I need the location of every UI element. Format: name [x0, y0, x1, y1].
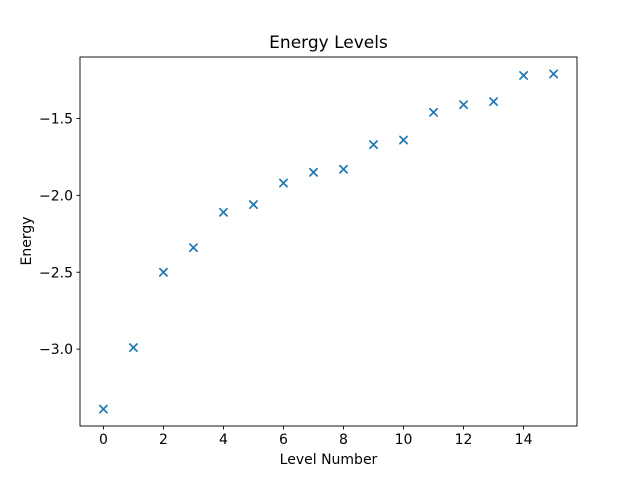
data-point-marker [279, 178, 288, 188]
y-tick-label: −2.5 [39, 265, 73, 281]
x-tick-label: 6 [279, 432, 288, 448]
data-point-marker [489, 97, 499, 107]
x-tick-label: 14 [515, 432, 533, 448]
x-tick-label: 2 [159, 432, 168, 448]
data-point-marker [158, 267, 168, 277]
data-point-marker [128, 343, 138, 353]
x-tick-label: 12 [455, 432, 473, 448]
data-point-marker [249, 200, 258, 210]
x-tick-label: 4 [219, 432, 228, 448]
chart-title: Energy Levels [269, 33, 388, 53]
y-tick-label: −2.0 [39, 188, 73, 204]
data-point-marker [519, 71, 529, 80]
data-point-marker [369, 140, 378, 150]
x-tick-label: 0 [99, 432, 108, 448]
y-axis-label: Energy [19, 216, 35, 266]
x-tick-label: 8 [339, 432, 348, 448]
data-point-marker [339, 164, 348, 174]
y-tick-label: −1.5 [39, 112, 73, 128]
plot-frame [79, 56, 578, 427]
data-point-marker [188, 243, 198, 253]
y-tick-label: −3.0 [39, 342, 73, 358]
x-tick-label: 10 [395, 432, 413, 448]
data-point-marker [459, 100, 469, 110]
data-point-marker [309, 167, 318, 177]
x-axis-label: Level Number [279, 452, 378, 468]
data-point-marker [98, 404, 108, 414]
data-point-marker [549, 69, 559, 79]
data-point-marker [429, 107, 438, 117]
data-point-marker [219, 207, 228, 217]
data-point-marker [399, 135, 408, 145]
